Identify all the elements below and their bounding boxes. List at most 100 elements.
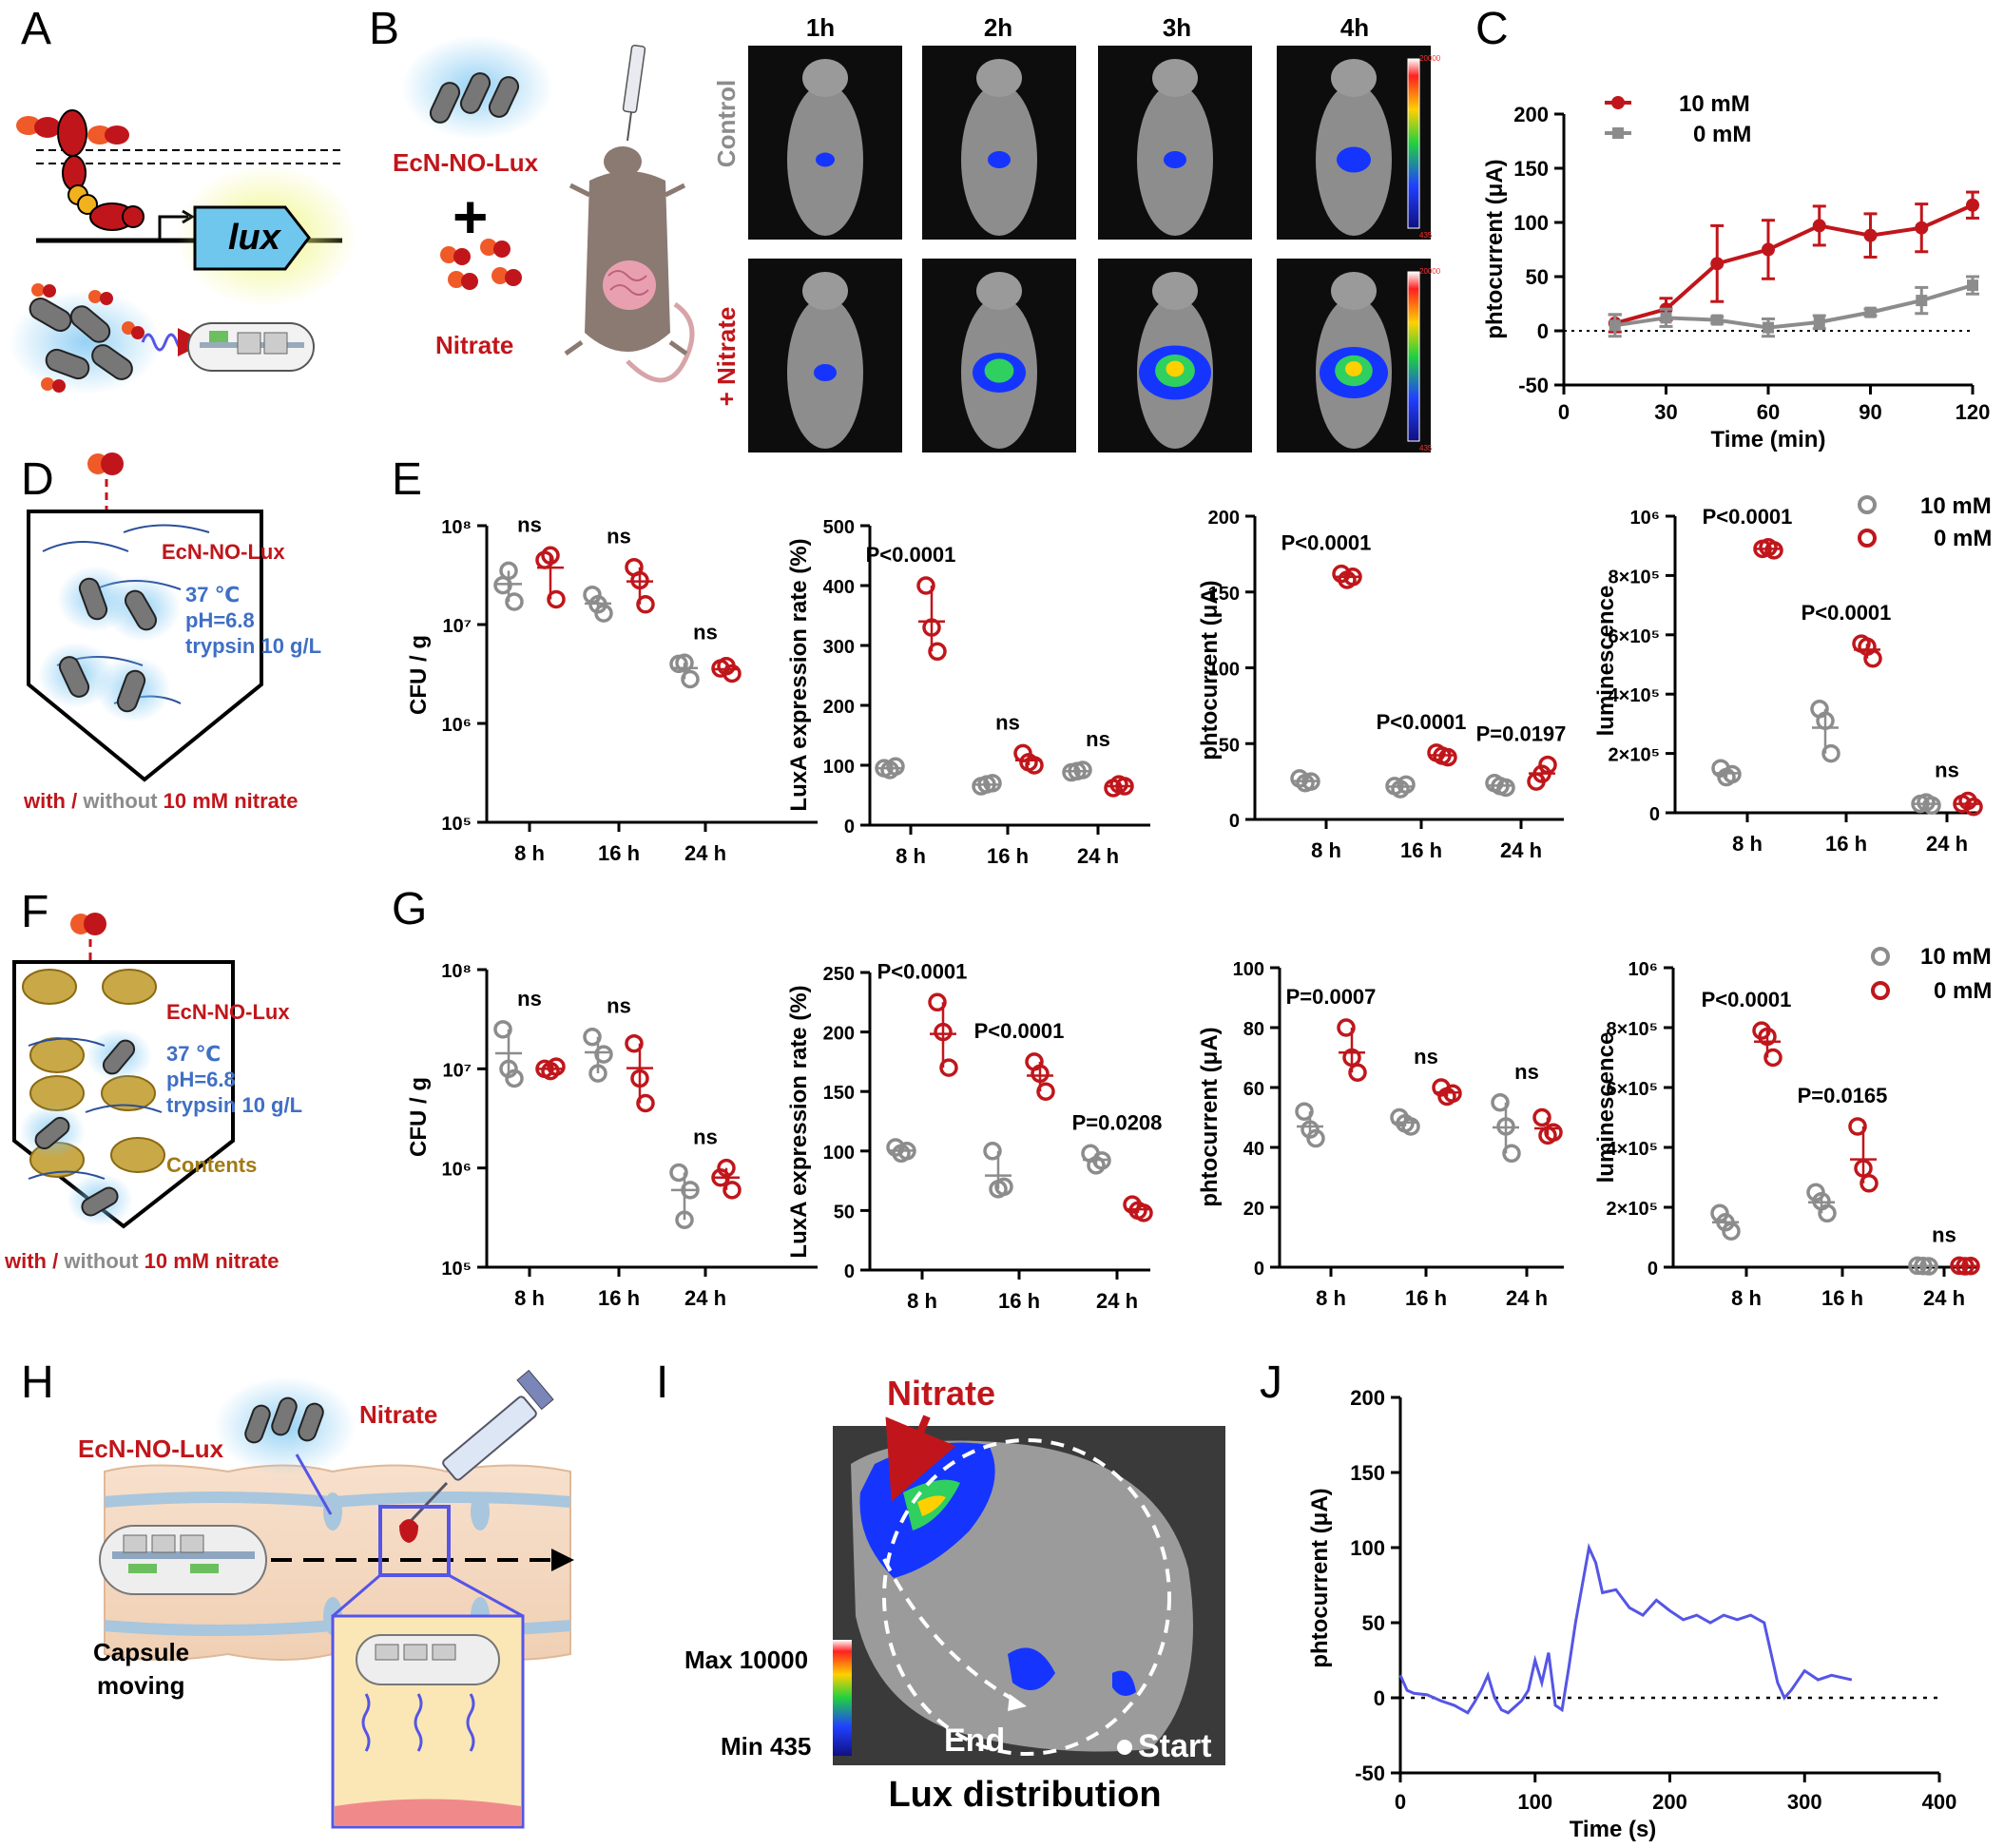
y-tick-label: 0 (1537, 319, 1549, 343)
x-tick-label: 24 h (1077, 844, 1119, 868)
data-point (1397, 775, 1416, 795)
data-point (1964, 798, 1983, 817)
legend-e: 10 mM 0 mM (1858, 493, 1992, 551)
series-line-0-mM (1614, 283, 1974, 330)
y-tick-label: 4×10⁵ (1609, 685, 1660, 706)
y-tick-label: 6×10⁵ (1609, 626, 1660, 647)
x-tick-label: 8 h (1316, 1286, 1346, 1310)
d-trypsin: trypsin 10 g/L (185, 634, 321, 658)
mouse-head (802, 272, 848, 310)
data-point (1812, 219, 1826, 233)
data-point (1859, 1174, 1879, 1193)
data-point (1496, 1117, 1515, 1136)
lux-signal-core (984, 358, 1014, 383)
x-tick-label: 24 h (1500, 838, 1542, 862)
y-tick-label: 10⁵ (441, 814, 472, 835)
lux-signal-blob (1337, 146, 1371, 173)
y-tick-label: 100 (1208, 660, 1240, 681)
data-point (1532, 764, 1551, 783)
data-point (1763, 1048, 1782, 1068)
data-point (1491, 1093, 1510, 1112)
significance-label: ns (1086, 727, 1110, 751)
y-tick-label: 8×10⁵ (1607, 1019, 1658, 1040)
y-tick-label: 10⁶ (442, 1160, 472, 1181)
data-point (1134, 1203, 1153, 1222)
data-point (1337, 1018, 1356, 1037)
data-point (547, 589, 566, 609)
data-point (1660, 312, 1672, 324)
data-point (681, 669, 700, 689)
mouse-head (802, 59, 848, 97)
capsule-h-icon (99, 1525, 267, 1595)
y-tick-label: 250 (823, 964, 855, 985)
d-ph: pH=6.8 (185, 608, 255, 632)
data-point (886, 757, 905, 777)
y-tick-label: 400 (823, 577, 855, 598)
x-tick-label: 100 (1517, 1790, 1552, 1814)
y-tick-label: 200 (823, 697, 855, 718)
data-point (625, 1033, 644, 1053)
y-tick-label: 200 (823, 1024, 855, 1045)
lux-signal-peak (1345, 361, 1362, 376)
legend-marker-0mm (1612, 127, 1624, 139)
d-temp: 37 ℃ (185, 583, 240, 606)
significance-label: ns (607, 525, 631, 549)
x-tick-label: 90 (1859, 400, 1881, 424)
legend-g: 10 mM 0 mM (1871, 944, 1992, 1004)
significance-label: P<0.0001 (866, 543, 956, 567)
x-tick-label: 8 h (1731, 1286, 1762, 1310)
y-tick-label: 0 (1649, 804, 1660, 825)
data-point (934, 1022, 953, 1042)
f-temp: 37 ℃ (166, 1042, 221, 1066)
data-point (723, 664, 742, 683)
b-plus-sign: + (453, 183, 488, 251)
y-tick-label: 8×10⁵ (1609, 567, 1660, 587)
x-tick-label: 400 (1922, 1790, 1957, 1814)
y-tick-label: 10⁵ (441, 1259, 472, 1280)
significance-label: ns (517, 987, 542, 1011)
data-point (928, 642, 947, 662)
x-tick-label: 24 h (684, 1286, 726, 1310)
significance-label: ns (517, 512, 542, 536)
significance-label: P=0.0208 (1072, 1110, 1163, 1134)
i-nitrate-arrow (885, 1415, 956, 1502)
i-end-label: End (944, 1723, 1005, 1759)
data-point (1438, 747, 1457, 767)
legend-label-0mm: 0 mM (1693, 122, 1751, 147)
significance-label: P<0.0001 (877, 959, 968, 983)
y-tick-label: 150 (1513, 157, 1549, 181)
bacteria-in-tube-f-icon (19, 1029, 152, 1226)
y-tick-label: 10⁶ (1630, 508, 1660, 529)
lux-signal-blob (988, 151, 1011, 168)
b-row-nitrate: + Nitrate (712, 307, 741, 407)
y-tick-label: 100 (1350, 1536, 1385, 1560)
b-colorbar (1407, 271, 1420, 442)
x-tick-label: 30 (1654, 400, 1677, 424)
y-axis-title: CFU / g (406, 635, 432, 715)
chart-c: -50 0 50 100 150 200 0 30 60 90 120 Time (min) phtoc… (1482, 91, 1990, 452)
data-point (916, 576, 935, 595)
b-time-3h: 3h (1163, 13, 1191, 42)
data-point (1763, 321, 1774, 334)
y-tick-label: 80 (1243, 1019, 1264, 1040)
y-tick-label: 50 (1526, 265, 1549, 289)
b-time-4h: 4h (1340, 13, 1369, 42)
x-tick-label: 8 h (907, 1289, 937, 1313)
x-tick-label: 16 h (598, 841, 640, 865)
b-nitrate-label: Nitrate (435, 331, 513, 359)
y-axis-title: phtocurrent (μA) (1197, 1027, 1223, 1206)
panel-label-j: J (1260, 1357, 1282, 1408)
y-axis-title: phtocurrent (μA) (1197, 580, 1223, 760)
direction-arrow-icon (551, 1549, 574, 1571)
y-tick-label: 50 (834, 1202, 855, 1222)
y-tick-label: 100 (823, 757, 855, 778)
data-point (1401, 1117, 1420, 1136)
chart-e-photocurrent: 0 50 100 150 200 phtocurrent (μA) 8 h P<0.0001 1… (1197, 508, 1566, 862)
x-tick-label: 120 (1956, 400, 1991, 424)
data-point (1854, 1159, 1873, 1178)
y-axis-title: luminescence (1593, 586, 1619, 737)
y-tick-label: 150 (823, 1083, 855, 1104)
panel-g: G 10⁵ 10⁶ 10⁷ 10⁸ CFU / g 8 h ns 16 h ns 24 h ns 0… (392, 884, 1980, 1313)
y-tick-label: 150 (1208, 584, 1240, 605)
data-point (1036, 1082, 1055, 1101)
